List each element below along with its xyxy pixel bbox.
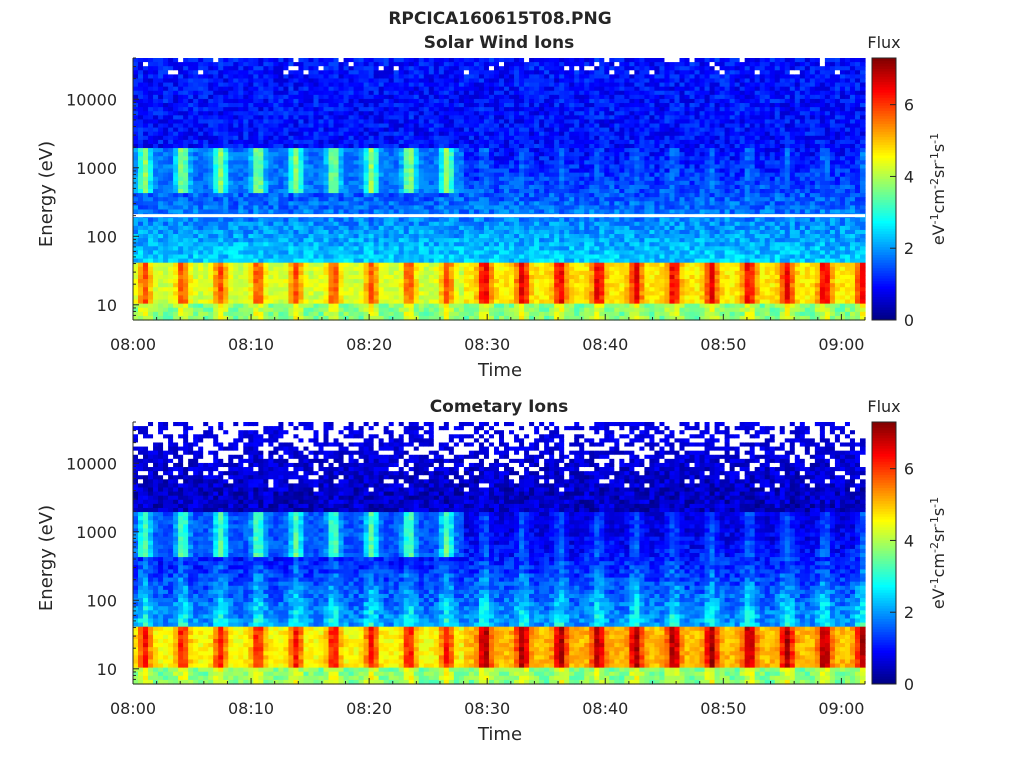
y-axis-label: Energy (eV)	[36, 141, 57, 247]
colorbar: 0 2 4 6 Flux eV-1cm-2sr-1s-1	[867, 33, 948, 330]
y-tick-label: 1000	[76, 523, 117, 542]
solar-wind-panel: Solar Wind Ions 10 100 1000 10000 08:00 08:10 0…	[36, 33, 948, 381]
colorbar-tick-label: 2	[904, 239, 914, 258]
colorbar: 0 2 4 6 Flux eV-1cm-2sr-1s-1	[867, 397, 948, 694]
colorbar-tick-label: 0	[904, 675, 914, 694]
colorbar-tick-label: 0	[904, 311, 914, 330]
x-tick-label: 08:00	[110, 699, 156, 718]
panel-title: Solar Wind Ions	[424, 33, 575, 53]
colorbar-tick-label: 6	[904, 96, 914, 115]
x-axis-label: Time	[477, 724, 522, 745]
y-tick-label: 100	[86, 591, 117, 610]
spectrogram	[133, 422, 866, 685]
colorbar-tick-label: 2	[904, 603, 914, 622]
spectrogram	[133, 58, 866, 321]
colorbar-tick-label: 4	[904, 531, 914, 550]
colorbar-units: eV-1cm-2sr-1s-1	[928, 133, 949, 245]
x-tick-label: 08:00	[110, 335, 156, 354]
colorbar-title: Flux	[867, 33, 900, 52]
colorbar-title: Flux	[867, 397, 900, 416]
x-tick-label: 08:20	[346, 699, 392, 718]
x-tick-label: 08:20	[346, 335, 392, 354]
x-tick-label: 09:00	[818, 335, 864, 354]
colorbar-units: eV-1cm-2sr-1s-1	[928, 497, 949, 609]
cometary-panel: Cometary Ions 10 100 1000 10000 08:00 08:10 08:…	[36, 397, 948, 745]
y-tick-label: 1000	[76, 159, 117, 178]
x-tick-label: 08:10	[228, 335, 274, 354]
y-axis-label: Energy (eV)	[36, 505, 57, 611]
x-tick-label: 08:50	[700, 335, 746, 354]
x-tick-label: 09:00	[818, 699, 864, 718]
x-tick-label: 08:50	[700, 699, 746, 718]
x-tick-label: 08:30	[464, 699, 510, 718]
y-tick-label: 10000	[66, 454, 117, 473]
colorbar-tick-label: 4	[904, 167, 914, 186]
masked-energy-line	[133, 214, 865, 218]
y-tick-label: 10	[97, 296, 117, 315]
y-tick-label: 100	[86, 227, 117, 246]
figure-title: RPCICA160615T08.PNG	[388, 9, 611, 29]
x-axis-label: Time	[477, 360, 522, 381]
x-tick-label: 08:40	[582, 335, 628, 354]
panel-title: Cometary Ions	[430, 397, 569, 417]
x-tick-label: 08:40	[582, 699, 628, 718]
y-tick-label: 10	[97, 660, 117, 679]
x-tick-label: 08:30	[464, 335, 510, 354]
y-tick-label: 10000	[66, 90, 117, 109]
colorbar-tick-label: 6	[904, 460, 914, 479]
x-tick-label: 08:10	[228, 699, 274, 718]
